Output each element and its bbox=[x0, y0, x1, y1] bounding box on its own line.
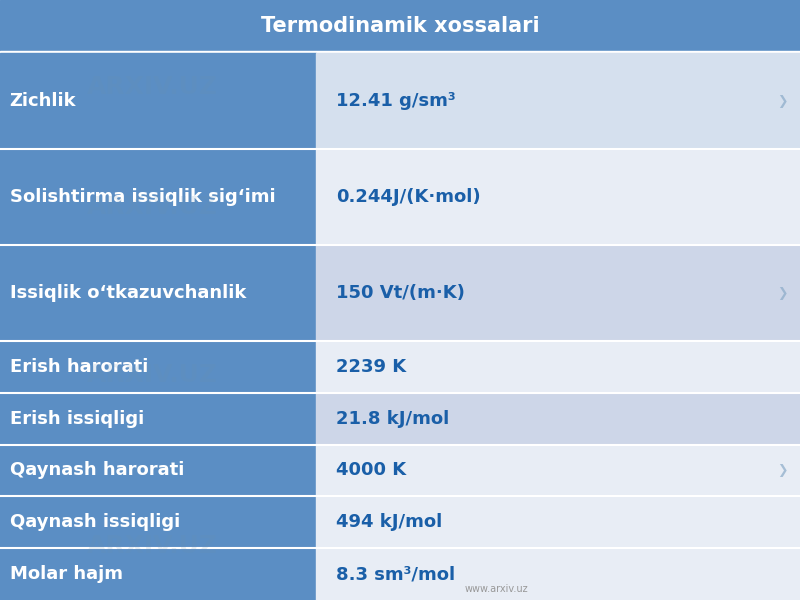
Text: Qaynash issiqligi: Qaynash issiqligi bbox=[10, 513, 180, 531]
Text: ❯: ❯ bbox=[778, 287, 788, 299]
Text: 0.244J/(K·mol): 0.244J/(K·mol) bbox=[336, 188, 481, 206]
Text: Issiqlik o‘tkazuvchanlik: Issiqlik o‘tkazuvchanlik bbox=[10, 284, 246, 302]
Bar bbox=[0, 341, 316, 393]
Text: 150 Vt/(m·K): 150 Vt/(m·K) bbox=[336, 284, 465, 302]
Bar bbox=[316, 245, 800, 341]
Text: ❯: ❯ bbox=[778, 95, 788, 108]
Text: Termodinamik xossalari: Termodinamik xossalari bbox=[261, 16, 539, 35]
Text: 12.41 g/sm³: 12.41 g/sm³ bbox=[336, 92, 456, 110]
Text: Qaynash harorati: Qaynash harorati bbox=[10, 461, 184, 479]
Text: Zichlik: Zichlik bbox=[10, 92, 76, 110]
Text: Erish harorati: Erish harorati bbox=[10, 358, 148, 376]
Text: Molar hajm: Molar hajm bbox=[10, 565, 122, 583]
Text: ARXIV.UZ: ARXIV.UZ bbox=[86, 363, 218, 387]
Bar bbox=[0, 51, 800, 53]
Bar bbox=[316, 53, 800, 149]
Bar bbox=[316, 496, 800, 548]
Text: ❯: ❯ bbox=[778, 464, 788, 477]
Bar bbox=[0, 53, 316, 149]
Bar bbox=[316, 393, 800, 445]
Bar bbox=[0, 245, 316, 341]
Bar bbox=[316, 341, 800, 393]
Bar bbox=[0, 149, 316, 245]
Bar bbox=[316, 445, 800, 496]
Text: www.arxiv.uz: www.arxiv.uz bbox=[464, 584, 528, 594]
Bar bbox=[0, 496, 316, 548]
Bar bbox=[0, 0, 800, 51]
Bar bbox=[0, 548, 316, 600]
Bar bbox=[316, 548, 800, 600]
Bar bbox=[316, 149, 800, 245]
Text: ARXIV.UZ: ARXIV.UZ bbox=[86, 534, 218, 558]
Bar bbox=[0, 445, 316, 496]
Text: Solishtirma issiqlik sig‘imi: Solishtirma issiqlik sig‘imi bbox=[10, 188, 275, 206]
Text: 8.3 sm³/mol: 8.3 sm³/mol bbox=[336, 565, 455, 583]
Text: ARXIV.UZ: ARXIV.UZ bbox=[86, 195, 218, 219]
Text: Erish issiqligi: Erish issiqligi bbox=[10, 410, 144, 428]
Text: ARXIV.UZ: ARXIV.UZ bbox=[86, 75, 218, 99]
Text: 21.8 kJ/mol: 21.8 kJ/mol bbox=[336, 410, 450, 428]
Bar bbox=[0, 393, 316, 445]
Text: 494 kJ/mol: 494 kJ/mol bbox=[336, 513, 442, 531]
Text: 2239 K: 2239 K bbox=[336, 358, 406, 376]
Text: 4000 K: 4000 K bbox=[336, 461, 406, 479]
